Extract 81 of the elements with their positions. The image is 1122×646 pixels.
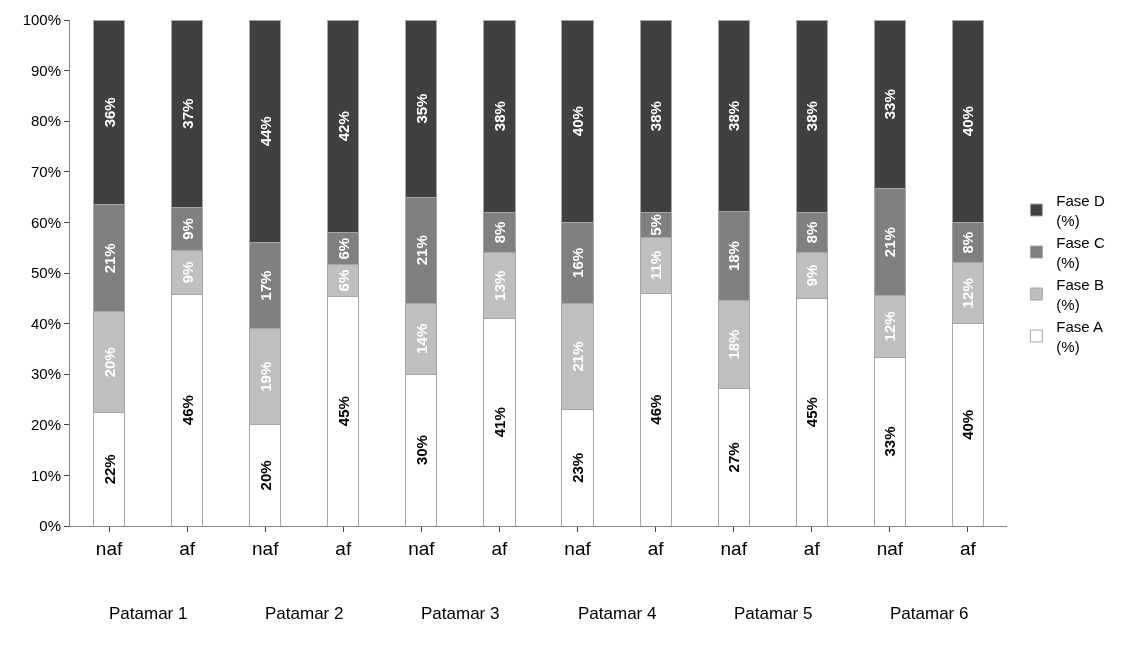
data-label: 9% [178,261,196,284]
y-tick-label: 100% [22,11,61,29]
data-label: 20% [256,460,274,491]
data-label: 45% [334,396,352,427]
x-tick-label: naf [95,537,123,559]
text: Patamar 5 [734,604,813,623]
data-label: 33% [881,426,899,457]
x-tick-label: af [491,537,509,559]
x-tick-label: af [647,537,665,559]
data-label: 6% [334,269,352,292]
x-tick-label: af [803,537,821,559]
data-label: 38% [803,101,821,132]
y-tick-label: 0% [39,517,61,535]
data-label: 41% [490,407,508,438]
legend-label: Fase B (%) [1056,276,1104,313]
text: Patamar 1 [109,604,188,623]
data-label: 14% [412,323,430,354]
data-label: 23% [569,452,587,483]
data-label: 38% [725,100,743,131]
data-label: 38% [647,101,665,132]
x-tick-label: naf [564,537,592,559]
data-label: 21% [881,227,899,258]
text: Patamar 6 [890,604,969,623]
data-label: 35% [412,93,430,124]
data-label: 12% [881,311,899,342]
data-label: 17% [256,270,274,301]
y-tick-label: 60% [30,213,61,231]
data-label: 36% [100,97,118,128]
data-label: 27% [725,442,743,473]
data-label: 5% [647,214,665,236]
data-label: 33% [881,89,899,120]
x-tick-label: af [179,537,196,559]
data-label: 20% [100,347,118,378]
y-tick-label: 80% [30,112,61,130]
data-label: 46% [647,394,665,425]
data-label: 40% [959,106,977,137]
text: Patamar 4 [578,604,657,623]
data-label: 38% [490,101,508,132]
data-label: 21% [569,341,587,372]
data-label: 19% [256,361,274,392]
data-label: 21% [412,235,430,266]
y-tick-label: 90% [30,61,61,79]
text: Patamar 3 [421,604,500,623]
data-label: 9% [178,218,196,240]
data-label: 18% [725,241,743,272]
data-label: 8% [959,231,977,254]
data-label: 44% [256,116,274,147]
y-tick-label: 70% [30,163,61,181]
x-tick-label: naf [720,537,748,559]
data-label: 40% [569,106,587,137]
x-tick-label: af [960,537,977,559]
data-label: 30% [412,435,430,466]
data-label: 11% [647,250,665,281]
y-tick-label: 40% [30,314,61,332]
y-tick-label: 50% [30,264,61,282]
legend-label: Fase C (%) [1056,234,1105,271]
data-label: 37% [178,98,196,129]
y-tick-label: 20% [30,416,61,434]
legend-label: Fase D (%) [1056,192,1105,229]
data-label: 42% [334,111,352,142]
y-tick-label: 30% [30,365,61,383]
x-tick-label: naf [408,537,436,559]
data-label: 8% [490,221,508,244]
data-label: 13% [490,270,508,301]
y-tick-label: 10% [30,466,61,484]
data-label: 8% [803,221,821,244]
data-label: 6% [334,237,352,260]
legend-label: Fase A (%) [1056,318,1104,355]
data-label: 21% [100,243,118,274]
data-label: 9% [803,264,821,287]
data-label: 40% [959,409,977,440]
data-label: 22% [100,454,118,485]
data-label: 45% [803,397,821,428]
x-tick-label: naf [876,537,904,559]
data-label: 18% [725,329,743,360]
data-label: 46% [178,395,196,426]
data-label: 12% [959,278,977,309]
data-label: 16% [569,247,587,278]
x-tick-label: af [335,537,352,559]
x-tick-label: naf [252,537,280,559]
text: Patamar 2 [265,604,344,623]
